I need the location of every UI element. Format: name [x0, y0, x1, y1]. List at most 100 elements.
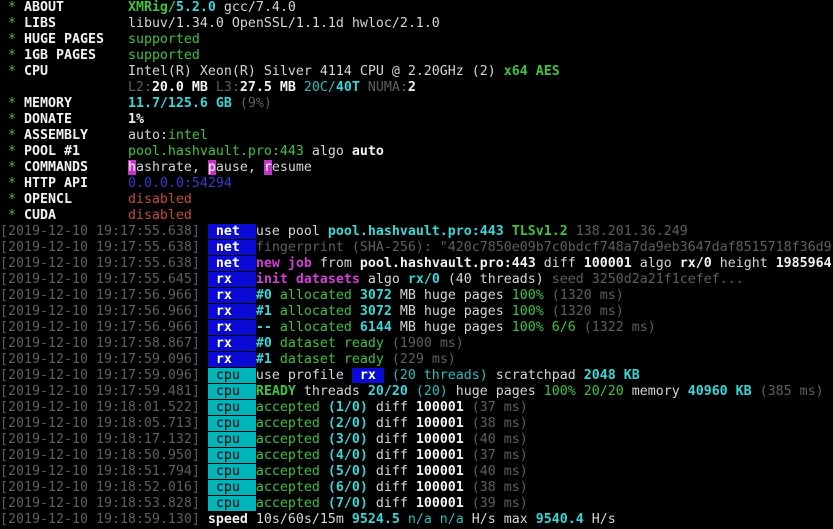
text-segment: (1322 ms)	[575, 320, 656, 335]
text-segment: scratchpad	[487, 368, 584, 383]
log-dataset-ready-1: [2019-12-10 19:17:59.096] rx #1 dataset …	[0, 352, 833, 368]
line-libs: * LIBS libuv/1.34.0 OpenSSL/1.1.1d hwloc…	[0, 16, 833, 32]
text-segment: Intel(R) Xeon(R) Silver 4114 CPU @ 2.20G…	[127, 64, 504, 79]
rx-tag: rx	[207, 272, 256, 287]
cpu-tag: cpu	[207, 496, 256, 511]
text-segment: (2/0)	[327, 416, 368, 431]
text-segment: 100% 6/6	[511, 320, 576, 335]
cpu-tag: cpu	[207, 368, 256, 383]
log-allocated-total: [2019-12-10 19:17:56.966] rx -- allocate…	[0, 320, 833, 336]
text-segment: [2019-12-10 19:18:50.950]	[0, 448, 208, 463]
line-donate: * DONATE 1%	[0, 112, 833, 128]
text-segment: use pool	[255, 224, 328, 239]
text-segment: 11.7/125.6 GB	[127, 96, 240, 111]
text-segment: disabled	[127, 208, 192, 223]
text-segment: 3072	[359, 304, 400, 319]
text-segment: accepted	[255, 416, 328, 431]
text-segment: (40 threads)	[447, 272, 544, 287]
text-segment: (5/0)	[327, 464, 368, 479]
text-segment: #1	[255, 304, 280, 319]
line-memory: * MEMORY 11.7/125.6 GB (9%)	[0, 96, 833, 112]
line-cpu: * CPU Intel(R) Xeon(R) Silver 4114 CPU @…	[0, 64, 833, 80]
hotkey-pause: p	[207, 160, 216, 175]
text-segment: 10s/60s/15m	[247, 512, 352, 527]
text-segment: allocated	[279, 288, 360, 303]
text-segment: speed	[207, 512, 248, 527]
text-segment: memory	[623, 384, 688, 399]
text-segment: *	[0, 128, 24, 143]
text-segment: 40960 KB	[687, 384, 752, 399]
line-cuda: * CUDA disabled	[0, 208, 833, 224]
log-init-datasets: [2019-12-10 19:17:55.645] rx init datase…	[0, 272, 833, 288]
text-segment: [2019-12-10 19:18:05.713]	[0, 416, 208, 431]
text-segment: dataset ready	[279, 336, 384, 351]
text-segment: #1	[255, 352, 280, 367]
hotkey-resume: r	[263, 160, 272, 175]
text-segment: (38 ms)	[463, 416, 528, 431]
rx-tag: rx	[207, 352, 256, 367]
log-accepted-5: [2019-12-10 19:18:51.794] cpu accepted (…	[0, 464, 833, 480]
text-segment: (1320 ms)	[543, 304, 624, 319]
text-segment: algo	[359, 272, 408, 287]
text-segment: [2019-12-10 19:17:59.096]	[0, 352, 208, 367]
text-segment: 1GB PAGES	[24, 48, 128, 63]
text-segment: fingerprint (SHA-256): "420c7850e09b7c0b…	[255, 240, 832, 255]
log-accepted-6: [2019-12-10 19:18:52.016] cpu accepted (…	[0, 480, 833, 496]
text-segment: L3:	[215, 80, 240, 95]
text-segment: LIBS	[24, 16, 128, 31]
text-segment: pool.hashvault.pro:443	[127, 144, 304, 159]
cpu-tag: cpu	[207, 400, 256, 415]
text-segment: [2019-12-10 19:17:56.966]	[0, 288, 208, 303]
text-segment: init datasets	[255, 272, 360, 287]
text-segment: [2019-12-10 19:17:56.966]	[0, 320, 208, 335]
text-segment: MEMORY	[24, 96, 128, 111]
text-segment: (39 ms)	[463, 496, 528, 511]
text-segment: x64 AES	[503, 64, 560, 79]
text-segment: (37 ms)	[463, 400, 528, 415]
text-segment: H/s	[583, 512, 616, 527]
text-segment: [2019-12-10 19:18:59.130]	[0, 512, 208, 527]
line-opencl: * OPENCL disabled	[0, 192, 833, 208]
text-segment: POOL #1	[24, 144, 128, 159]
text-segment: esume	[271, 160, 312, 175]
text-segment: [2019-12-10 19:18:52.016]	[0, 480, 208, 495]
text-segment: accepted	[255, 480, 328, 495]
line-commands: * COMMANDS hashrate, pause, resume	[0, 160, 833, 176]
text-segment: *	[0, 0, 24, 15]
cpu-tag: cpu	[207, 432, 256, 447]
text-segment: accepted	[255, 448, 328, 463]
line-assembly: * ASSEMBLY auto:intel	[0, 128, 833, 144]
text-segment: 20C/	[303, 80, 336, 95]
text-segment: auto	[351, 144, 384, 159]
text-segment: 1985964	[775, 256, 832, 271]
text-segment: auto:	[127, 128, 168, 143]
text-segment: CUDA	[24, 208, 128, 223]
text-segment: ashrate,	[135, 160, 208, 175]
net-tag: net	[207, 240, 256, 255]
text-segment: seed 3250d2a21f1cefef...	[543, 272, 744, 287]
log-allocated-0: [2019-12-10 19:17:56.966] rx #0 allocate…	[0, 288, 833, 304]
text-segment: (20)	[407, 384, 448, 399]
text-segment: ABOUT	[24, 0, 128, 15]
text-segment: #0	[255, 288, 280, 303]
text-segment: H/s max	[471, 512, 536, 527]
text-segment: #0	[255, 336, 280, 351]
text-segment: accepted	[255, 464, 328, 479]
text-segment: 100001	[415, 448, 464, 463]
log-use-profile: [2019-12-10 19:17:59.096] cpu use profil…	[0, 368, 833, 384]
text-segment: [2019-12-10 19:18:51.794]	[0, 464, 208, 479]
text-segment	[0, 80, 128, 95]
text-segment: *	[0, 112, 24, 127]
text-segment: (38 ms)	[463, 480, 528, 495]
net-tag: net	[207, 256, 256, 271]
text-segment: [2019-12-10 19:17:58.867]	[0, 336, 208, 351]
log-accepted-4: [2019-12-10 19:18:50.950] cpu accepted (…	[0, 448, 833, 464]
text-segment: pool.hashvault.pro:443	[327, 224, 512, 239]
text-segment: *	[0, 96, 24, 111]
text-segment: *	[0, 176, 24, 191]
text-segment: 100001	[415, 496, 464, 511]
log-accepted-7: [2019-12-10 19:18:53.828] cpu accepted (…	[0, 496, 833, 512]
text-segment: diff	[367, 464, 416, 479]
log-allocated-1: [2019-12-10 19:17:56.966] rx #1 allocate…	[0, 304, 833, 320]
